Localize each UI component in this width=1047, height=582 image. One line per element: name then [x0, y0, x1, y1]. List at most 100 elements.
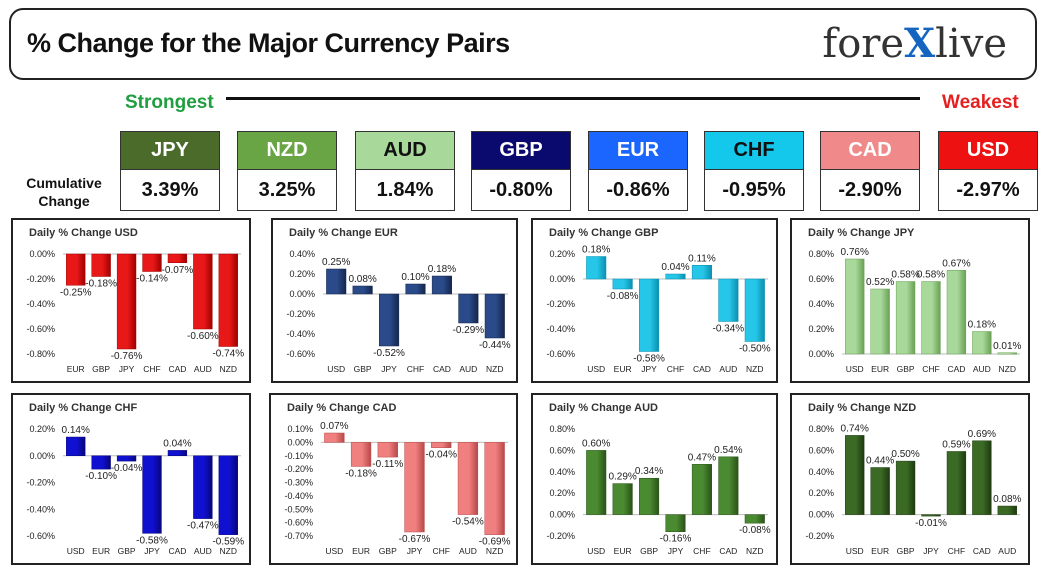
bar-chart: Daily % Change AUD 0.80% 0.60% 0.40% 0.20% 0.… [546, 402, 770, 556]
bar [946, 270, 967, 355]
category-label: JPY [641, 364, 657, 374]
cumulative-value: -0.86% [589, 170, 687, 210]
currency-name: JPY [121, 132, 219, 170]
bar [586, 256, 607, 280]
data-label: 0.18% [428, 264, 456, 275]
y-tick-label: 0.20% [289, 269, 315, 279]
category-label: CAD [693, 364, 711, 374]
bar [744, 514, 765, 524]
data-label: -0.11% [372, 459, 403, 470]
currency-name: GBP [472, 132, 570, 170]
y-tick-label: 0.20% [549, 249, 575, 259]
bar [921, 514, 941, 517]
y-tick-label: -0.40% [546, 324, 575, 334]
data-label: -0.18% [345, 468, 377, 479]
chart-title: Daily % Change USD [29, 227, 138, 239]
chart-title: Daily % Change NZD [808, 402, 916, 414]
data-label: -0.58% [136, 535, 168, 546]
category-label: USD [587, 364, 605, 374]
y-tick-label: 0.00% [549, 510, 575, 520]
category-label: JPY [381, 364, 397, 374]
category-label: GBP [354, 364, 372, 374]
data-label: 0.44% [866, 456, 894, 467]
y-tick-label: -0.20% [286, 309, 315, 319]
currency-box-chf: CHF -0.95% [704, 131, 804, 211]
strength-scale-line [226, 97, 920, 100]
data-label: -0.16% [660, 534, 692, 545]
category-label: CHF [407, 364, 424, 374]
category-label: JPY [407, 546, 423, 556]
bar [845, 258, 865, 355]
data-label: 0.08% [348, 274, 376, 285]
chart-title: Daily % Change JPY [808, 227, 915, 239]
bar [458, 293, 479, 324]
category-label: CAD [719, 546, 737, 556]
bar [639, 477, 660, 515]
bar [718, 278, 739, 322]
bar-chart: Daily % Change GBP 0.20% 0.00% -0.20% -0.40%… [546, 227, 770, 374]
data-label: -0.10% [85, 471, 117, 482]
category-label: NZD [486, 546, 503, 556]
category-label: CAD [168, 364, 186, 374]
bar [997, 352, 1017, 355]
data-label: -0.54% [452, 517, 484, 528]
data-label: 0.07% [320, 421, 348, 432]
category-label: CHF [693, 546, 710, 556]
data-label: -0.01% [915, 518, 947, 529]
category-label: JPY [923, 546, 939, 556]
bar [405, 283, 426, 295]
y-tick-label: 0.00% [808, 349, 834, 359]
y-tick-label: -0.60% [26, 324, 55, 334]
bar [612, 483, 633, 515]
category-label: GBP [379, 546, 397, 556]
category-label: NZD [220, 364, 237, 374]
category-label: CAD [168, 546, 186, 556]
category-label: EUR [871, 364, 889, 374]
chart-panel: Daily % Change CHF 0.20% 0.00% -0.20% -0.40%… [11, 393, 251, 565]
data-label: 0.34% [635, 466, 663, 477]
y-tick-label: 0.20% [808, 324, 834, 334]
y-tick-label: -0.20% [284, 464, 313, 474]
category-label: GBP [92, 364, 110, 374]
category-label: CHF [922, 364, 939, 374]
bar [612, 278, 633, 290]
y-tick-label: 0.20% [29, 424, 55, 434]
bar-chart: Daily % Change EUR 0.40% 0.20% 0.00% -0.20% -… [286, 227, 511, 374]
data-label: -0.44% [479, 340, 511, 351]
data-label: 0.69% [968, 429, 996, 440]
data-label: 0.67% [942, 258, 970, 269]
category-label: AUD [459, 364, 477, 374]
bar [431, 275, 452, 295]
cumulative-value: -0.80% [472, 170, 570, 210]
data-label: 0.10% [401, 272, 429, 283]
cumulative-value: -2.90% [821, 170, 919, 210]
data-label: 0.14% [62, 425, 90, 436]
data-label: -0.47% [187, 521, 219, 532]
y-tick-label: 0.10% [287, 424, 313, 434]
bar [997, 505, 1017, 515]
y-tick-label: -0.70% [284, 531, 313, 541]
bar [116, 455, 137, 462]
bar-chart: Daily % Change CHF 0.20% 0.00% -0.20% -0.40%… [26, 402, 244, 556]
category-label: CHF [667, 364, 684, 374]
data-label: 0.18% [582, 245, 610, 256]
category-label: USD [325, 546, 343, 556]
category-label: EUR [67, 364, 85, 374]
category-label: USD [587, 546, 605, 556]
y-tick-label: -0.50% [284, 504, 313, 514]
bar [921, 281, 941, 355]
bar [377, 442, 398, 458]
cumulative-value: 3.39% [121, 170, 219, 210]
category-label: CAD [947, 364, 965, 374]
category-label: AUD [998, 546, 1016, 556]
data-label: 0.18% [968, 320, 996, 331]
bar [946, 451, 967, 515]
y-tick-label: -0.20% [805, 531, 834, 541]
data-label: -0.76% [111, 351, 143, 362]
data-label: -0.07% [162, 265, 194, 276]
category-label: EUR [614, 546, 632, 556]
data-label: -0.60% [187, 331, 219, 342]
bar [895, 281, 916, 355]
category-label: JPY [119, 364, 135, 374]
category-label: GBP [640, 546, 658, 556]
